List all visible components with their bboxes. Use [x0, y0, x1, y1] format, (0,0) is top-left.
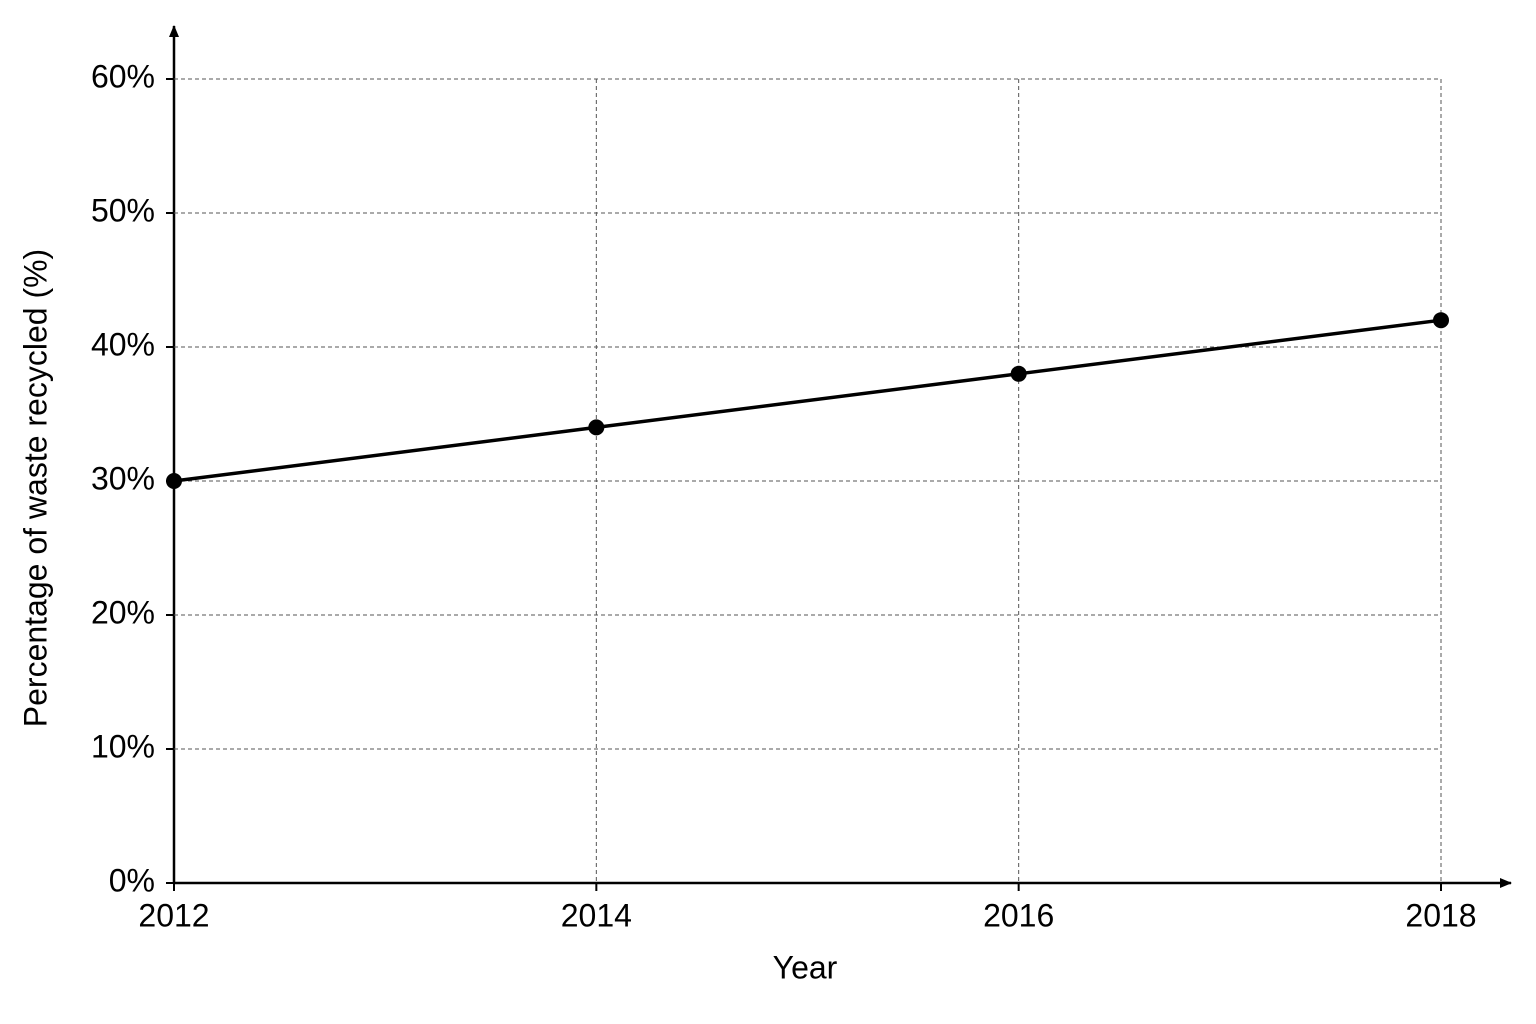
- y-axis-label: Percentage of waste recycled (%): [17, 249, 53, 727]
- x-axis-label: Year: [773, 949, 838, 985]
- x-tick-label: 2014: [561, 897, 632, 933]
- point: [588, 419, 605, 436]
- point: [1010, 365, 1027, 382]
- y-tick-label: 20%: [91, 594, 155, 630]
- x-tick-label: 2012: [138, 897, 209, 933]
- x-tick-label: 2018: [1405, 897, 1476, 933]
- y-tick-label: 40%: [91, 326, 155, 362]
- x-tick-label: 2016: [983, 897, 1054, 933]
- y-tick-label: 50%: [91, 192, 155, 228]
- y-tick-label: 30%: [91, 460, 155, 496]
- line: [173, 318, 1442, 483]
- y-tick-label: 60%: [91, 58, 155, 94]
- point: [1433, 312, 1449, 329]
- y-tick-label: 10%: [91, 728, 155, 764]
- y-tick-label: 0%: [109, 862, 155, 898]
- point: [166, 473, 182, 489]
